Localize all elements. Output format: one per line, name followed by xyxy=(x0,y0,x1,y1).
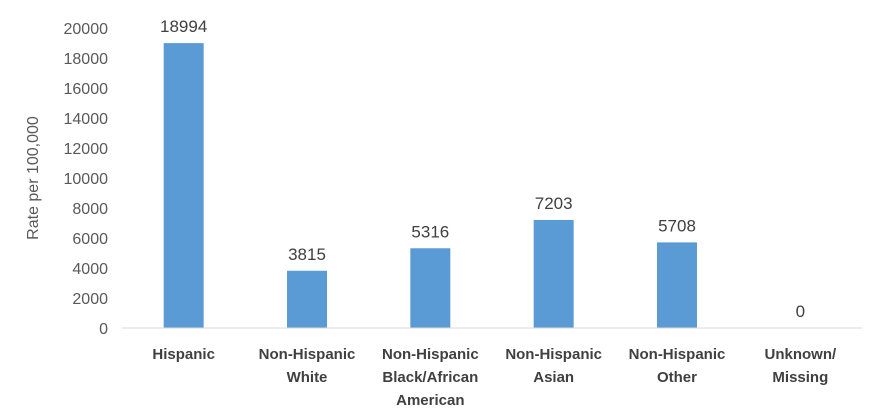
y-tick-label: 4000 xyxy=(72,261,108,278)
category-label: Unknown/ xyxy=(764,346,836,363)
bar xyxy=(163,43,204,329)
category-label: Hispanic xyxy=(152,346,215,363)
y-tick-label: 12000 xyxy=(64,141,109,158)
y-axis-ticks: 0 2000 4000 6000 8000 10000 12000 14000 16000 180… xyxy=(64,21,109,338)
category-label: Black/African xyxy=(382,369,478,386)
bars-group xyxy=(163,43,697,329)
data-labels-group: 18994 3815 5316 7203 5708 0 xyxy=(160,17,805,321)
y-axis-title: Rate per 100,000 xyxy=(25,116,42,240)
category-label: Non-Hispanic xyxy=(505,346,602,363)
y-tick-label: 0 xyxy=(99,321,108,338)
y-tick-label: 20000 xyxy=(64,21,109,38)
category-label: Non-Hispanic xyxy=(629,346,726,363)
y-tick-label: 14000 xyxy=(64,111,109,128)
y-tick-label: 18000 xyxy=(64,51,109,68)
data-label: 5316 xyxy=(411,222,449,241)
y-tick-label: 8000 xyxy=(72,201,108,218)
bar xyxy=(287,270,327,328)
y-tick-label: 16000 xyxy=(64,81,109,98)
category-label: American xyxy=(396,392,464,409)
y-tick-label: 10000 xyxy=(64,171,109,188)
bar xyxy=(533,219,574,328)
y-tick-label: 6000 xyxy=(72,231,108,248)
category-label: Non-Hispanic xyxy=(382,346,479,363)
data-label: 3815 xyxy=(288,245,326,264)
data-label: 0 xyxy=(796,302,805,321)
data-label: 18994 xyxy=(160,17,207,36)
category-label: Asian xyxy=(533,369,574,386)
bar xyxy=(657,242,697,328)
category-label: White xyxy=(287,369,328,386)
category-label: Other xyxy=(657,369,697,386)
category-labels-group: Hispanic Non-Hispanic White Non-Hispanic Bla… xyxy=(152,346,837,409)
y-tick-label: 2000 xyxy=(72,291,108,308)
category-label: Non-Hispanic xyxy=(259,346,356,363)
bar xyxy=(410,248,451,328)
data-label: 7203 xyxy=(535,194,573,213)
category-label: Missing xyxy=(772,369,828,386)
data-label: 5708 xyxy=(658,216,696,235)
